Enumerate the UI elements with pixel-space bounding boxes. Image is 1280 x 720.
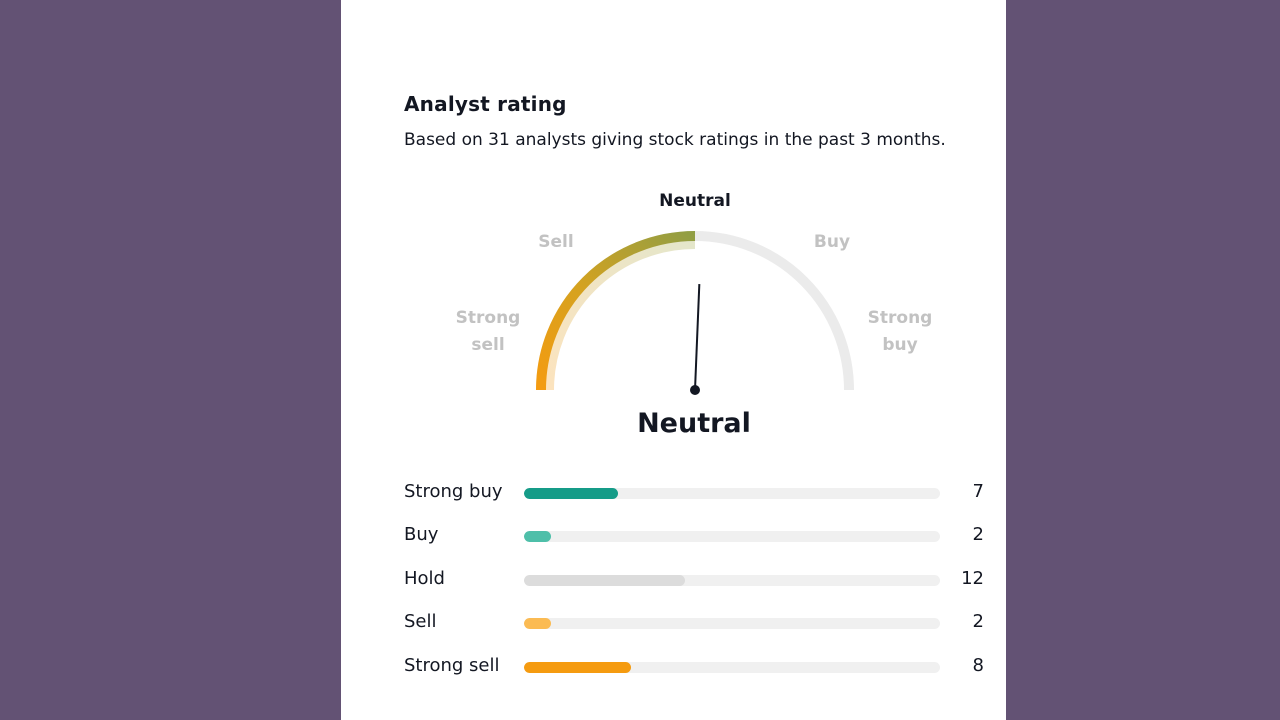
bar-track-hold <box>524 575 940 586</box>
row-count-buy: 2 <box>972 524 984 545</box>
analyst-rating-panel <box>341 0 1006 720</box>
bar-track-strong-sell <box>524 662 940 673</box>
row-label-strong-buy: Strong buy <box>404 481 503 502</box>
gauge-label-strong-sell: Strong sell <box>455 308 521 355</box>
bar-fill-sell <box>524 618 551 629</box>
gauge-fill <box>536 231 696 391</box>
row-count-strong-sell: 8 <box>972 655 984 676</box>
rating-verdict: Neutral <box>637 408 751 439</box>
page-subtitle: Based on 31 analysts giving stock rating… <box>404 130 946 150</box>
bar-track-buy <box>524 531 940 542</box>
row-label-sell: Sell <box>404 611 437 632</box>
gauge-label-neutral: Neutral <box>659 191 731 211</box>
bar-track-sell <box>524 618 940 629</box>
gauge-needle-hub <box>690 385 700 395</box>
bar-fill-strong-buy <box>524 488 618 499</box>
gauge-label-buy: Buy <box>813 232 851 252</box>
row-label-hold: Hold <box>404 568 445 589</box>
gauge-label-sell: Sell <box>538 232 574 252</box>
row-label-strong-sell: Strong sell <box>404 655 500 676</box>
bar-fill-hold <box>524 575 686 586</box>
gauge-label-strong-buy: Strong buy <box>867 308 933 355</box>
row-count-strong-buy: 7 <box>972 481 984 502</box>
gauge-needle <box>694 284 701 391</box>
bar-fill-buy <box>524 531 551 542</box>
row-count-hold: 12 <box>961 568 984 589</box>
row-label-buy: Buy <box>404 524 439 545</box>
bar-track-strong-buy <box>524 488 940 499</box>
row-count-sell: 2 <box>972 611 984 632</box>
bar-fill-strong-sell <box>524 662 632 673</box>
gauge-fill-light <box>544 239 696 391</box>
page-title: Analyst rating <box>404 92 567 116</box>
